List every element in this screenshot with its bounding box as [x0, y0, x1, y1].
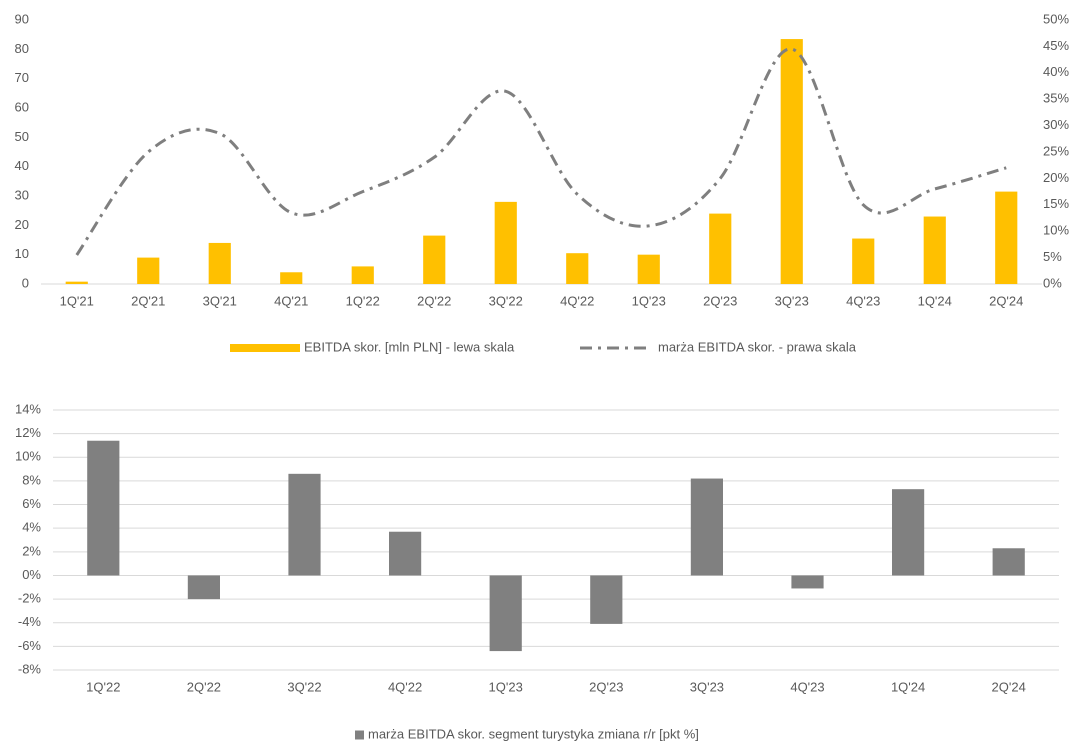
y-tick-label: 4%: [22, 520, 41, 535]
x-tick-label: 1Q'23: [489, 679, 523, 694]
bar: [389, 531, 422, 576]
x-tick-label: 1Q'22: [346, 293, 380, 308]
y2-tick-label: 10%: [1043, 223, 1069, 238]
y-tick-label: 10: [15, 246, 29, 261]
y-tick-label: 12%: [15, 425, 41, 440]
bar: [923, 216, 946, 284]
x-tick-label: 1Q'22: [86, 679, 120, 694]
y2-tick-label: 50%: [1043, 11, 1069, 26]
y2-tick-label: 25%: [1043, 143, 1069, 158]
x-tick-label: 1Q'24: [918, 293, 952, 308]
y2-tick-label: 45%: [1043, 38, 1069, 53]
x-tick-label: 1Q'23: [632, 293, 666, 308]
bar: [288, 473, 321, 576]
bar: [637, 254, 660, 284]
bar: [995, 191, 1018, 284]
bar: [494, 201, 517, 284]
legend-label: EBITDA skor. [mln PLN] - lewa skala: [304, 339, 515, 354]
x-tick-label: 4Q'21: [274, 293, 308, 308]
bar: [280, 272, 303, 284]
bar: [852, 238, 875, 284]
x-tick-label: 3Q'23: [690, 679, 724, 694]
y2-tick-label: 40%: [1043, 64, 1069, 79]
bar: [780, 39, 803, 284]
x-tick-label: 4Q'22: [560, 293, 594, 308]
x-tick-label: 3Q'22: [287, 679, 321, 694]
bar: [709, 213, 732, 284]
x-tick-label: 1Q'21: [60, 293, 94, 308]
y-tick-label: 2%: [22, 543, 41, 558]
bar: [489, 575, 522, 652]
bar: [65, 281, 88, 284]
y-tick-label: 40: [15, 158, 29, 173]
x-tick-label: 4Q'22: [388, 679, 422, 694]
legend-label: marża EBITDA skor. segment turystyka zmi…: [368, 726, 699, 741]
bar: [87, 440, 120, 576]
x-tick-label: 2Q'22: [417, 293, 451, 308]
bar: [423, 235, 446, 284]
bar: [590, 575, 623, 624]
y-tick-label: 6%: [22, 496, 41, 511]
x-tick-label: 3Q'23: [775, 293, 809, 308]
y-tick-label: 8%: [22, 472, 41, 487]
legend-label: marża EBITDA skor. - prawa skala: [658, 339, 857, 354]
bar: [690, 478, 723, 576]
x-tick-label: 3Q'22: [489, 293, 523, 308]
x-tick-label: 2Q'23: [703, 293, 737, 308]
bar: [187, 575, 220, 600]
y-tick-label: -8%: [18, 661, 42, 676]
bar: [566, 253, 589, 284]
y-tick-label: 0%: [22, 567, 41, 582]
y-tick-label: -2%: [18, 591, 42, 606]
y-tick-label: 20: [15, 217, 29, 232]
bar: [137, 257, 160, 284]
y-tick-label: 30: [15, 187, 29, 202]
legend-swatch: [230, 344, 300, 352]
y-tick-label: 80: [15, 41, 29, 56]
y-tick-label: 60: [15, 99, 29, 114]
y-tick-label: 70: [15, 70, 29, 85]
y2-tick-label: 30%: [1043, 117, 1069, 132]
legend-swatch: [355, 730, 364, 740]
bar: [992, 548, 1025, 576]
y-tick-label: 10%: [15, 449, 41, 464]
x-tick-label: 2Q'21: [131, 293, 165, 308]
x-tick-label: 2Q'22: [187, 679, 221, 694]
y-tick-label: 90: [15, 11, 29, 26]
x-tick-label: 2Q'24: [989, 293, 1023, 308]
y-tick-label: 50: [15, 129, 29, 144]
bar: [791, 575, 824, 589]
bar: [351, 266, 374, 284]
line: [75, 47, 1007, 256]
bar: [892, 489, 925, 576]
x-tick-label: 4Q'23: [790, 679, 824, 694]
y-tick-label: -4%: [18, 614, 42, 629]
x-tick-label: 2Q'24: [992, 679, 1026, 694]
x-tick-label: 1Q'24: [891, 679, 925, 694]
y-tick-label: 14%: [15, 401, 41, 416]
y-tick-label: 0: [22, 275, 29, 290]
y2-tick-label: 5%: [1043, 249, 1062, 264]
y2-tick-label: 35%: [1043, 91, 1069, 106]
bar: [208, 242, 231, 284]
y2-tick-label: 15%: [1043, 196, 1069, 211]
x-tick-label: 2Q'23: [589, 679, 623, 694]
y-tick-label: -6%: [18, 638, 42, 653]
y2-tick-label: 20%: [1043, 170, 1069, 185]
x-tick-label: 3Q'21: [203, 293, 237, 308]
x-tick-label: 4Q'23: [846, 293, 880, 308]
y2-tick-label: 0%: [1043, 275, 1062, 290]
